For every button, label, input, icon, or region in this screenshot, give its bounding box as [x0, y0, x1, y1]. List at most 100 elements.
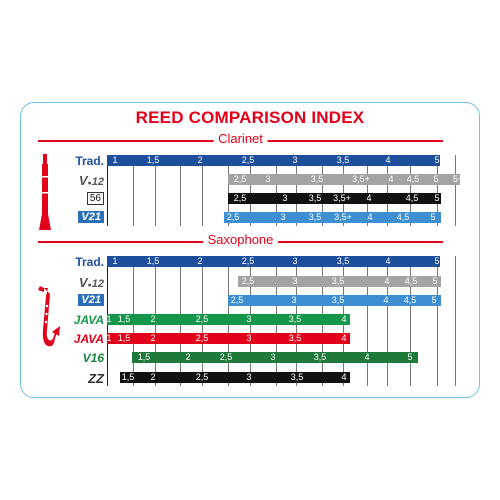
saxophone-bar-v12 [238, 276, 441, 287]
saxophone-bar-v16 [132, 352, 418, 363]
saxophone-grid-line [367, 256, 368, 386]
clarinet-grid-line [455, 155, 456, 226]
saxophone-tick-label: 2,5 [241, 276, 255, 286]
clarinet-tick-label: 2 [197, 155, 203, 165]
saxophone-tick-label: 4,5 [404, 276, 418, 286]
clarinet-bar-56 [228, 193, 441, 204]
clarinet-tick-label: 2,5 [233, 174, 247, 184]
clarinet-row-label-v21: V21 [78, 211, 104, 223]
saxophone-tick-label: 1,5 [121, 372, 135, 382]
saxophone-tick-label: 3 [246, 333, 252, 343]
clarinet-tick-label: 2,5 [241, 155, 255, 165]
clarinet-row-label-56: 56 [86, 192, 104, 205]
clarinet-tick-label: 4 [367, 212, 373, 222]
clarinet-tick-label: 4,5 [405, 193, 419, 203]
clarinet-section-header: Clarinet [38, 131, 443, 148]
clarinet-tick-label: 1,5 [146, 155, 160, 165]
saxophone-tick-label: 3,5 [313, 352, 327, 362]
saxophone-tick-label: 3,5 [331, 276, 345, 286]
saxophone-bar-java [107, 314, 350, 325]
saxophone-tick-label: 4,5 [403, 295, 417, 305]
saxophone-tick-label: 1,5 [146, 256, 160, 266]
clarinet-label: Clarinet [213, 131, 268, 146]
clarinet-tick-label: 3 [282, 193, 288, 203]
clarinet-grid-line [437, 155, 438, 226]
saxophone-tick-label: 2 [185, 352, 191, 362]
saxophone-tick-label: 5 [434, 256, 440, 266]
saxophone-bar-javared [107, 333, 350, 344]
clarinet-tick-label: 3,5+ [334, 212, 352, 222]
saxophone-label: Saxophone [202, 232, 279, 247]
saxophone-tick-label: 2,5 [195, 333, 209, 343]
saxophone-grid-line [387, 256, 388, 386]
clarinet-tick-label: 5 [430, 212, 436, 222]
saxophone-section-header: Saxophone [38, 232, 443, 249]
clarinet-bar-v12 [228, 174, 460, 185]
clarinet-grid-line [387, 155, 388, 226]
saxophone-grid-line [437, 256, 438, 386]
clarinet-grid-line [343, 155, 344, 226]
clarinet-grid-line [228, 155, 229, 226]
clarinet-tick-label: 4 [385, 155, 391, 165]
clarinet-tick-label: 5 [434, 193, 440, 203]
saxophone-tick-label: 5 [432, 276, 438, 286]
clarinet-bar-trad [107, 155, 440, 166]
saxophone-row-label-v21: V21 [78, 294, 104, 306]
saxophone-grid-line [410, 256, 411, 386]
clarinet-row-label-trad: Trad. [75, 154, 104, 168]
clarinet-bar-v21 [224, 212, 441, 223]
saxophone-row-label-v16: V16 [82, 351, 104, 365]
saxophone-tick-label: 1 [106, 314, 112, 324]
saxophone-tick-label: 3,5 [290, 372, 304, 382]
clarinet-grid-line [180, 155, 181, 226]
saxophone-row-label-zz: ZZ [88, 371, 104, 386]
saxophone-grid-line [455, 256, 456, 386]
saxophone-tick-label: 2,5 [195, 314, 209, 324]
saxophone-tick-label: 1,5 [117, 333, 131, 343]
clarinet-tick-label: 3,5+ [333, 193, 351, 203]
clarinet-tick-label: 4,5 [396, 212, 410, 222]
saxophone-tick-label: 4 [384, 276, 390, 286]
clarinet-tick-label: 3,5 [310, 174, 324, 184]
clarinet-tick-label: 4,5 [406, 174, 420, 184]
clarinet-tick-label: 3,5+ [352, 174, 370, 184]
saxophone-tick-label: 3,5 [288, 333, 302, 343]
saxophone-tick-label: 3 [292, 276, 298, 286]
saxophone-bar-v21 [228, 295, 441, 306]
saxophone-tick-label: 4 [364, 352, 370, 362]
clarinet-row-label-v12: V●12 [78, 173, 104, 188]
clarinet-tick-label: 1 [112, 155, 118, 165]
clarinet-tick-label: 4 [388, 174, 394, 184]
saxophone-tick-label: 3 [291, 295, 297, 305]
saxophone-tick-label: 2 [150, 372, 156, 382]
saxophone-tick-label: 4 [341, 333, 347, 343]
clarinet-grid-line [155, 155, 156, 226]
clarinet-tick-label: 3 [265, 174, 271, 184]
clarinet-tick-label: 5 [433, 174, 439, 184]
clarinet-tick-label: 5+ [452, 174, 464, 184]
clarinet-icon [39, 154, 51, 230]
clarinet-tick-label: 3 [292, 155, 298, 165]
clarinet-grid-line [276, 155, 277, 226]
clarinet-grid-line [107, 155, 108, 226]
saxophone-tick-label: 4 [385, 256, 391, 266]
clarinet-tick-label: 4 [366, 193, 372, 203]
saxophone-tick-label: 3,5 [288, 314, 302, 324]
saxophone-tick-label: 4 [341, 314, 347, 324]
saxophone-tick-label: 2 [150, 333, 156, 343]
saxophone-bar-trad [107, 256, 440, 267]
saxophone-tick-label: 2,5 [195, 372, 209, 382]
saxophone-tick-label: 3 [246, 314, 252, 324]
saxophone-row-label-javared: JAVA [73, 332, 104, 346]
saxophone-tick-label: 2 [150, 314, 156, 324]
saxophone-tick-label: 3 [270, 352, 276, 362]
saxophone-icon [38, 286, 60, 347]
clarinet-grid-line [250, 155, 251, 226]
clarinet-grid-line [133, 155, 134, 226]
saxophone-tick-label: 4 [383, 295, 389, 305]
clarinet-grid-line [410, 155, 411, 226]
saxophone-tick-label: 2,5 [230, 295, 244, 305]
clarinet-tick-label: 5 [434, 155, 440, 165]
saxophone-row-label-java: JAVA [73, 313, 104, 327]
saxophone-bar-zz [120, 372, 350, 383]
